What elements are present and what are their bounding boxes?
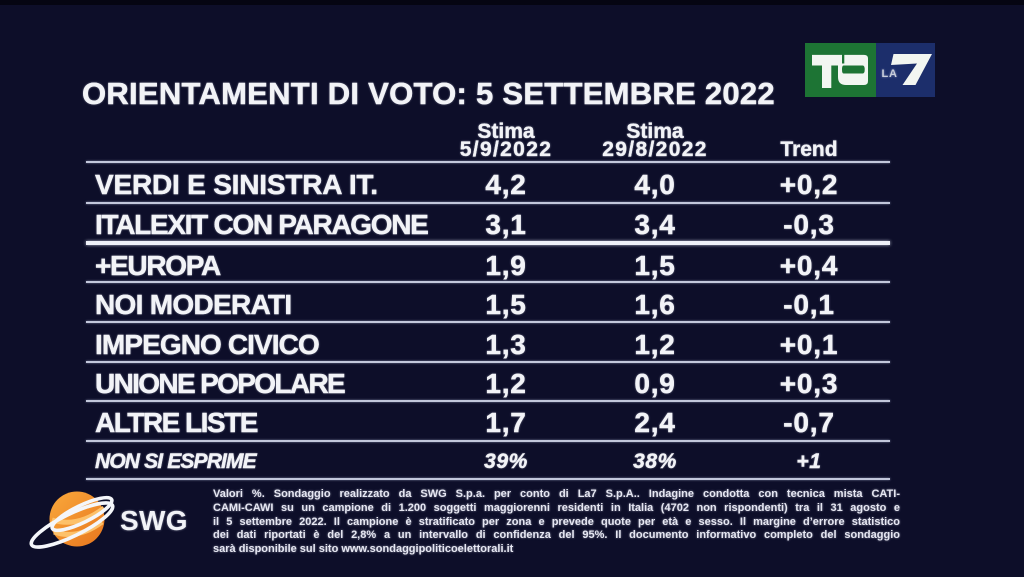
svg-text:LA: LA <box>882 68 898 80</box>
